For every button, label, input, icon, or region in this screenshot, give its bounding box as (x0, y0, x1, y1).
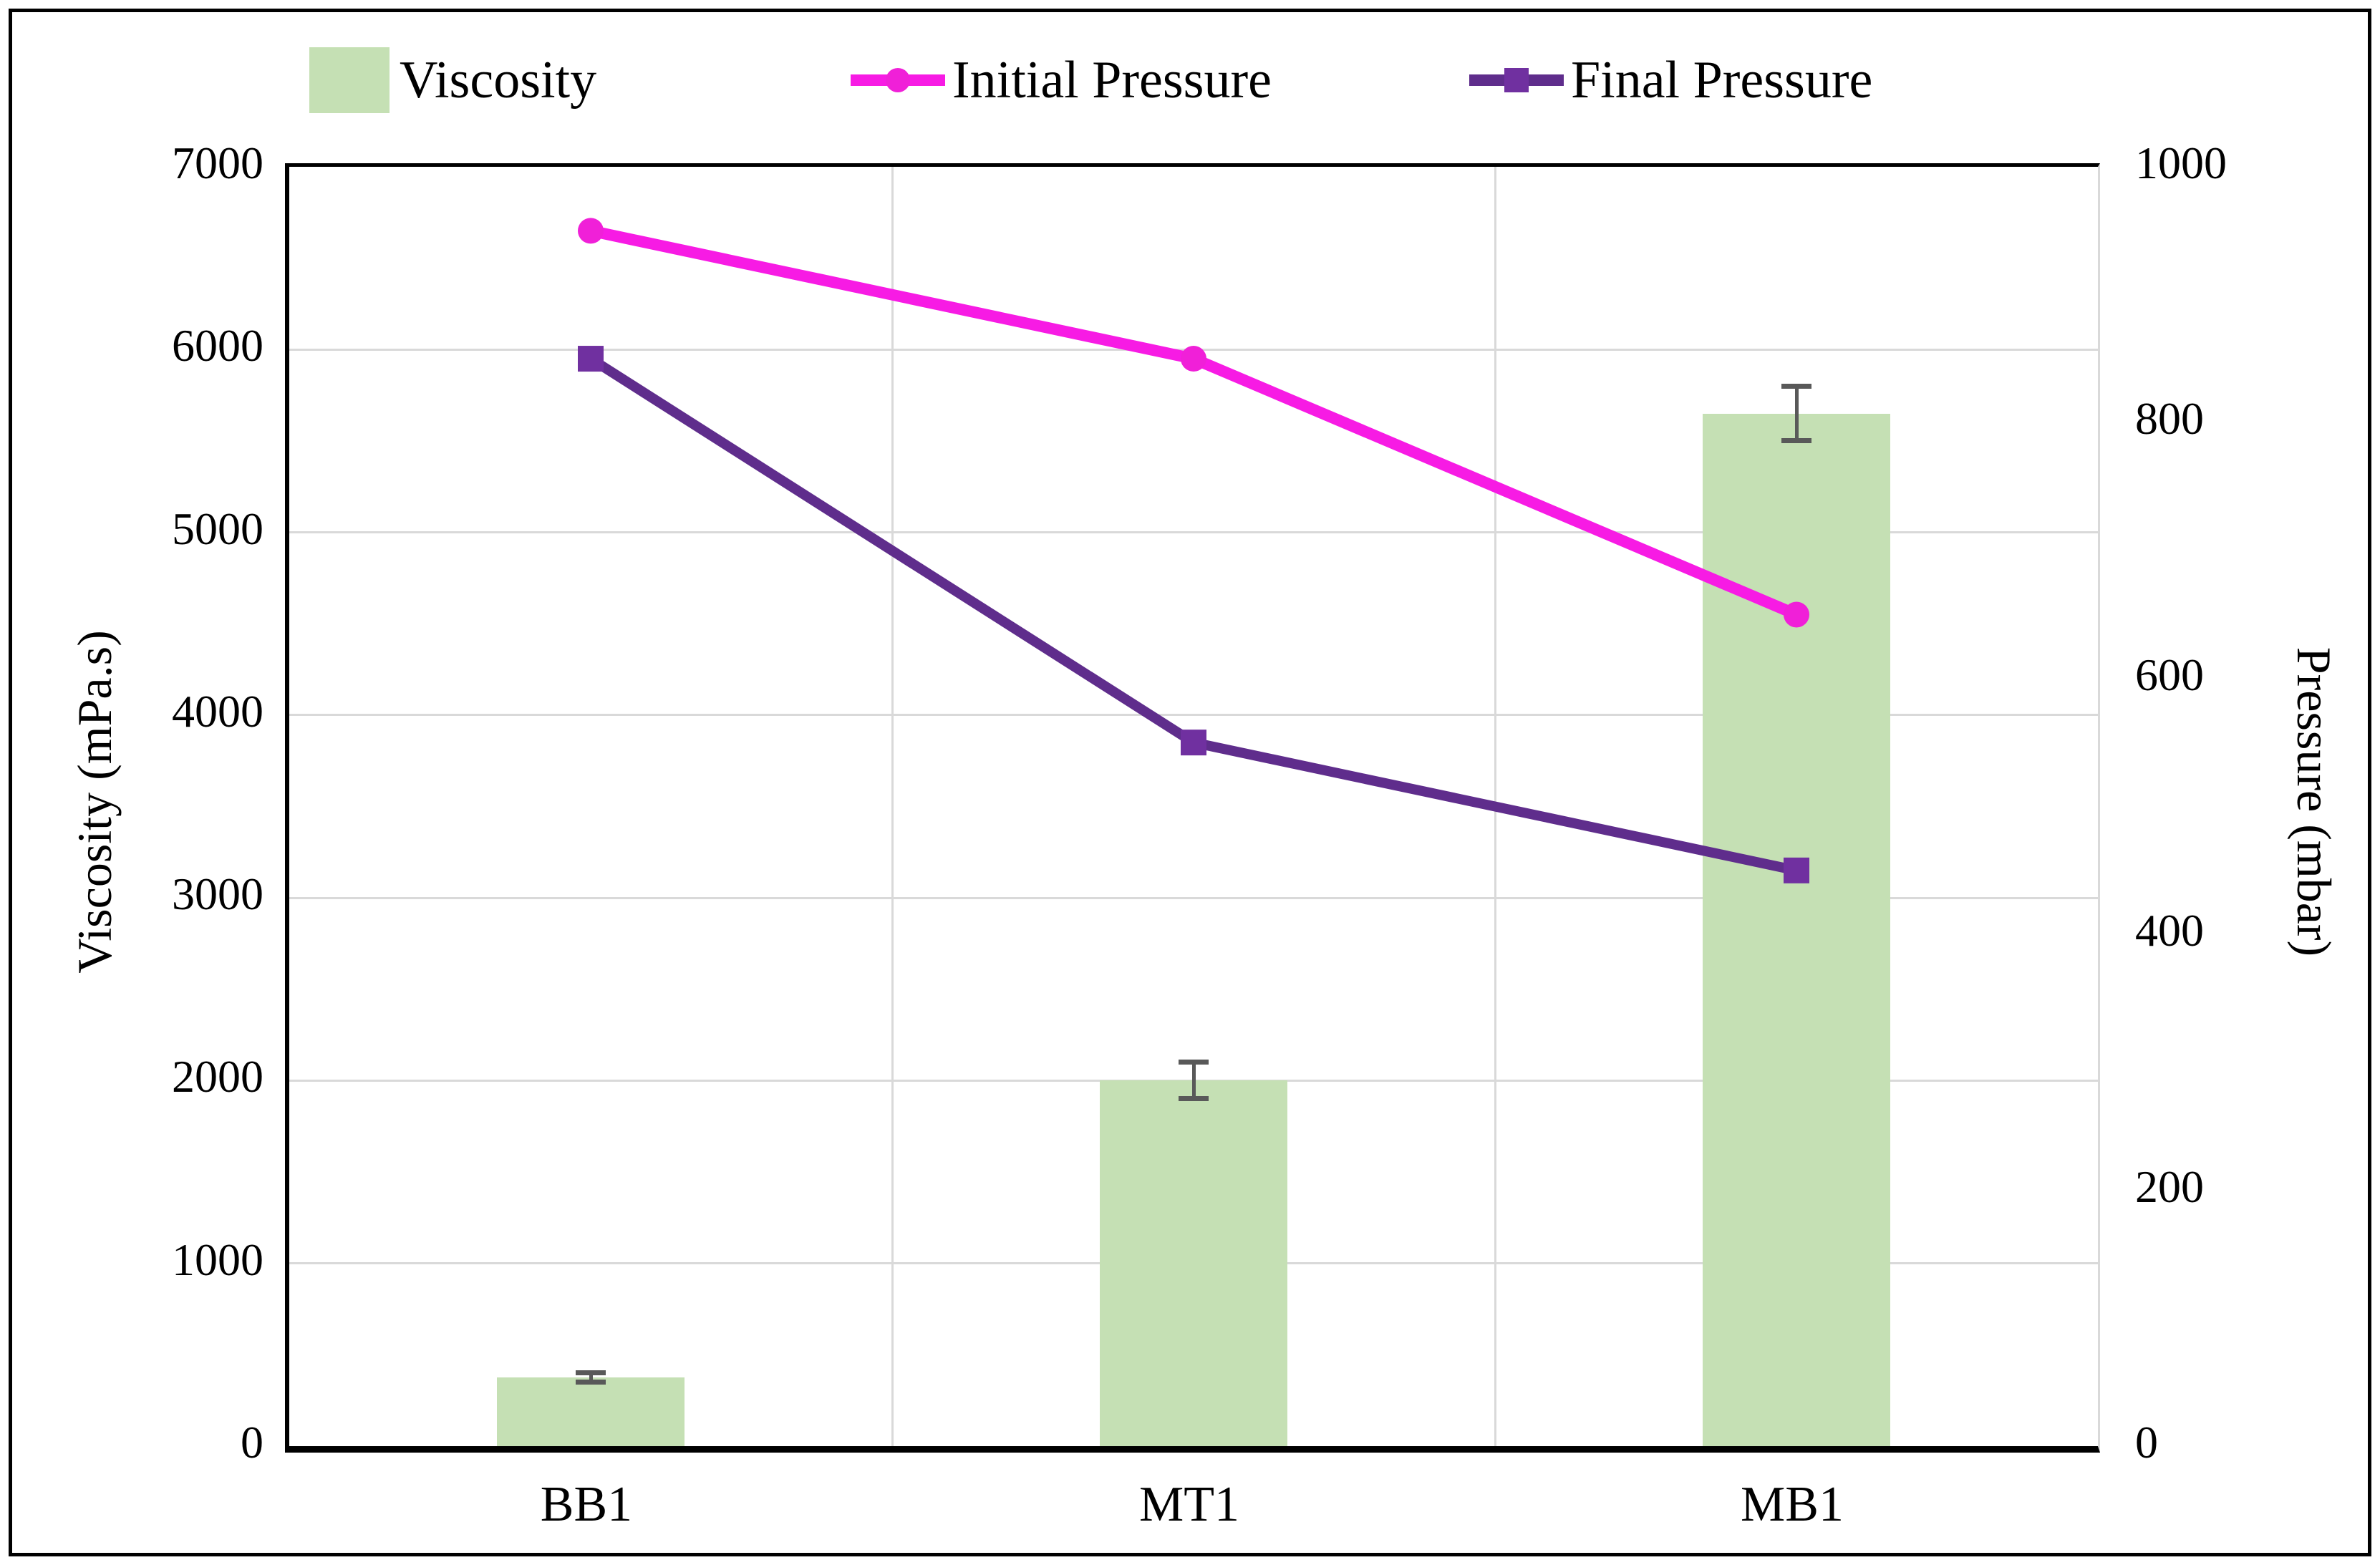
error-bar-line (1191, 1062, 1196, 1099)
vertical-gridline (891, 167, 894, 1446)
left-tick-label: 3000 (172, 868, 263, 920)
circle-marker-icon (886, 68, 910, 92)
viscosity-swatch-icon (309, 47, 390, 113)
right-tick-label: 600 (2135, 649, 2204, 700)
error-bar-line (589, 1372, 593, 1382)
legend-item-final-pressure: Final Pressure (1469, 43, 1872, 117)
square-data-marker (1784, 857, 1809, 883)
left-tick-label: 2000 (172, 1051, 263, 1103)
error-bar-cap (576, 1380, 606, 1385)
error-bar-cap (1781, 438, 1811, 444)
error-bar-cap (1781, 383, 1811, 389)
category-label-BB1: BB1 (540, 1477, 633, 1532)
error-bar-cap (1179, 1096, 1209, 1102)
horizontal-gridline (289, 531, 2098, 534)
series-line-square (588, 354, 1798, 876)
square-marker-icon (1504, 68, 1529, 92)
right-tick-label: 200 (2135, 1161, 2204, 1212)
category-label-MT1: MT1 (1139, 1477, 1239, 1532)
error-bar-cap (576, 1370, 606, 1376)
line-series-layer (578, 218, 1809, 883)
final-pressure-line-icon (1469, 43, 1564, 117)
left-tick-label: 7000 (172, 137, 263, 188)
right-tick-label: 800 (2135, 393, 2204, 445)
bar-MT1 (1100, 1080, 1287, 1446)
left-tick-label: 6000 (172, 320, 263, 372)
horizontal-gridline (289, 714, 2098, 717)
series-line-circle (589, 225, 1799, 620)
error-bar-cap (1179, 1060, 1209, 1065)
left-axis-title: Viscosity (mPa.s) (67, 630, 122, 974)
left-tick-label: 1000 (172, 1234, 263, 1285)
figure-border (9, 9, 2371, 1556)
legend-label-viscosity: Viscosity (400, 51, 597, 110)
circle-data-marker (1181, 346, 1206, 372)
plot-inner (289, 167, 2098, 1446)
plot-area (285, 163, 2100, 1453)
legend-label-final-pressure: Final Pressure (1571, 51, 1873, 110)
left-tick-label: 0 (241, 1417, 263, 1468)
category-label-MB1: MB1 (1741, 1477, 1844, 1532)
circle-data-marker (1784, 601, 1809, 628)
error-bar-line (1794, 386, 1799, 441)
left-tick-label: 5000 (172, 503, 263, 554)
left-tick-label: 4000 (172, 685, 263, 737)
circle-data-marker (578, 218, 604, 244)
square-data-marker (578, 346, 604, 372)
right-tick-label: 1000 (2135, 137, 2227, 188)
right-tick-label: 0 (2135, 1417, 2158, 1468)
square-data-marker (1181, 730, 1206, 756)
initial-pressure-line-icon (851, 43, 945, 117)
legend-label-initial-pressure: Initial Pressure (952, 51, 1272, 110)
chart-legend: Viscosity Initial Pressure Final Pressur… (0, 43, 2380, 117)
legend-item-initial-pressure: Initial Pressure (851, 43, 1272, 117)
right-axis-title: Pressure (mbar) (2287, 646, 2341, 957)
right-tick-label: 400 (2135, 905, 2204, 956)
legend-item-viscosity: Viscosity (309, 43, 596, 117)
bar-BB1 (497, 1377, 685, 1446)
horizontal-gridline (289, 896, 2098, 899)
